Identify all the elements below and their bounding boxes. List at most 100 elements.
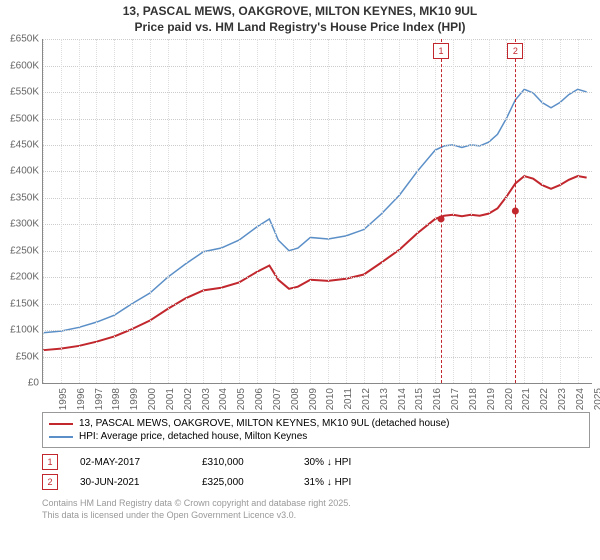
legend-swatch (49, 423, 73, 425)
gridline-h (43, 330, 592, 331)
gridline-v (506, 39, 507, 383)
gridline-v (132, 39, 133, 383)
title-line-1: 13, PASCAL MEWS, OAKGROVE, MILTON KEYNES… (0, 4, 600, 20)
x-tick-label: 2007 (272, 388, 283, 410)
y-tick-label: £50K (1, 351, 39, 362)
footer-line-1: Contains HM Land Registry data © Crown c… (42, 498, 590, 510)
gridline-h (43, 39, 592, 40)
gridline-v (61, 39, 62, 383)
x-tick-label: 2009 (308, 388, 319, 410)
gridline-v (435, 39, 436, 383)
gridline-v (79, 39, 80, 383)
gridline-v (417, 39, 418, 383)
event-line (515, 39, 516, 383)
gridline-h (43, 198, 592, 199)
x-tick-label: 2017 (450, 388, 461, 410)
y-tick-label: £350K (1, 192, 39, 203)
chart-container: 13, PASCAL MEWS, OAKGROVE, MILTON KEYNES… (0, 0, 600, 560)
y-tick-label: £100K (1, 325, 39, 336)
gridline-v (186, 39, 187, 383)
legend-row: 13, PASCAL MEWS, OAKGROVE, MILTON KEYNES… (49, 417, 583, 430)
x-tick-label: 2011 (343, 388, 354, 410)
annotation-price: £310,000 (202, 457, 282, 468)
annotation-num-box: 1 (42, 454, 58, 470)
y-tick-label: £250K (1, 245, 39, 256)
gridline-v (43, 39, 44, 383)
gridline-h (43, 304, 592, 305)
gridline-v (114, 39, 115, 383)
chart-svg (43, 39, 592, 383)
y-tick-label: £600K (1, 60, 39, 71)
gridline-v (328, 39, 329, 383)
gridline-h (43, 66, 592, 67)
annotation-row: 102-MAY-2017£310,00030% ↓ HPI (42, 452, 590, 472)
gridline-h (43, 92, 592, 93)
gridline-h (43, 171, 592, 172)
x-tick-label: 2008 (290, 388, 301, 410)
x-tick-label: 1998 (112, 388, 123, 410)
x-tick-label: 1997 (94, 388, 105, 410)
event-label-box: 2 (507, 43, 523, 59)
event-line (441, 39, 442, 383)
gridline-v (399, 39, 400, 383)
gridline-h (43, 357, 592, 358)
y-tick-label: £400K (1, 166, 39, 177)
x-tick-label: 2006 (254, 388, 265, 410)
gridline-v (542, 39, 543, 383)
x-tick-label: 2022 (539, 388, 550, 410)
x-tick-label: 2004 (219, 388, 230, 410)
gridline-v (203, 39, 204, 383)
event-label-box: 1 (433, 43, 449, 59)
gridline-v (239, 39, 240, 383)
legend-swatch (49, 436, 73, 438)
x-tick-label: 2020 (504, 388, 515, 410)
gridline-v (150, 39, 151, 383)
x-tick-label: 2010 (325, 388, 336, 410)
annotation-price: £325,000 (202, 477, 282, 488)
annotation-delta: 31% ↓ HPI (304, 477, 351, 488)
x-tick-label: 1999 (129, 388, 140, 410)
y-tick-label: £200K (1, 272, 39, 283)
gridline-h (43, 119, 592, 120)
gridline-v (578, 39, 579, 383)
y-tick-label: £550K (1, 87, 39, 98)
y-tick-label: £0 (1, 378, 39, 389)
gridline-v (168, 39, 169, 383)
gridline-v (364, 39, 365, 383)
plot-region: £0£50K£100K£150K£200K£250K£300K£350K£400… (42, 39, 592, 384)
x-tick-label: 2014 (397, 388, 408, 410)
gridline-v (471, 39, 472, 383)
gridline-v (293, 39, 294, 383)
series-line (43, 176, 587, 350)
gridline-v (310, 39, 311, 383)
y-tick-label: £500K (1, 113, 39, 124)
gridline-v (489, 39, 490, 383)
footer-attribution: Contains HM Land Registry data © Crown c… (42, 498, 590, 521)
x-tick-label: 2005 (236, 388, 247, 410)
x-tick-label: 2018 (468, 388, 479, 410)
gridline-v (382, 39, 383, 383)
annotation-delta: 30% ↓ HPI (304, 457, 351, 468)
gridline-v (524, 39, 525, 383)
x-tick-label: 2015 (415, 388, 426, 410)
chart-title: 13, PASCAL MEWS, OAKGROVE, MILTON KEYNES… (0, 0, 600, 35)
x-tick-label: 2019 (486, 388, 497, 410)
legend-row: HPI: Average price, detached house, Milt… (49, 430, 583, 443)
y-tick-label: £300K (1, 219, 39, 230)
x-tick-label: 2002 (183, 388, 194, 410)
x-tick-label: 2013 (379, 388, 390, 410)
x-tick-label: 2012 (361, 388, 372, 410)
x-tick-label: 2024 (575, 388, 586, 410)
x-tick-label: 2021 (522, 388, 533, 410)
y-tick-label: £650K (1, 34, 39, 45)
y-tick-label: £450K (1, 140, 39, 151)
chart-area: £0£50K£100K£150K£200K£250K£300K£350K£400… (42, 39, 592, 404)
gridline-h (43, 251, 592, 252)
x-tick-label: 1995 (58, 388, 69, 410)
y-tick-label: £150K (1, 298, 39, 309)
title-line-2: Price paid vs. HM Land Registry's House … (0, 20, 600, 36)
annotation-num-box: 2 (42, 474, 58, 490)
x-tick-label: 2025 (593, 388, 600, 410)
x-tick-label: 2001 (165, 388, 176, 410)
gridline-v (257, 39, 258, 383)
